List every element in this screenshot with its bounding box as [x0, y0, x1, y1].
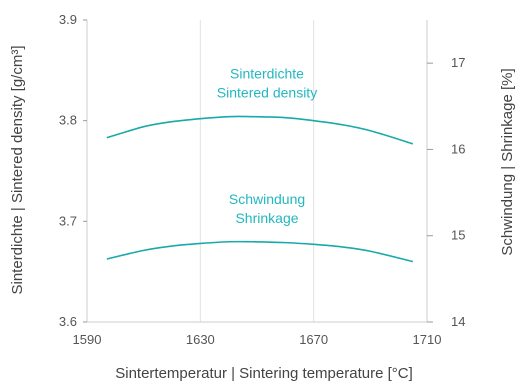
x-tick-label: 1630	[186, 332, 215, 347]
y-right-tick-label: 17	[451, 55, 465, 70]
y-left-tick-label: 3.6	[59, 314, 77, 329]
x-tick-label: 1670	[299, 332, 328, 347]
series-annotations: Sinterdichte Sintered density Schwindung Sh…	[217, 66, 317, 226]
series-annotation-line: Sinterdichte	[230, 66, 304, 82]
x-axis-label: Sintertemperatur | Sintering temperature…	[115, 365, 413, 382]
grid-lines	[199, 20, 315, 322]
series-lines	[106, 115, 414, 263]
x-tick-label: 1590	[73, 332, 102, 347]
y-right-tick-label: 16	[451, 141, 465, 156]
x-tick-labels: 1590 1630 1670 1710	[73, 332, 442, 347]
x-tick-label: 1710	[413, 332, 442, 347]
y-left-tick-label: 3.9	[59, 12, 77, 27]
y-left-axis-label: Sinterdichte | Sintered density [g/cm³]	[9, 45, 26, 294]
y-right-tick-label: 14	[451, 314, 465, 329]
y-right-tick-label: 15	[451, 228, 465, 243]
y-right-tick-labels: 14 15 16 17	[427, 55, 465, 329]
sintered-density-line	[106, 115, 414, 145]
axes	[86, 20, 428, 323]
series-annotation-line: Schwindung	[229, 191, 305, 207]
y-left-tick-labels: 3.6 3.7 3.8 3.9	[59, 12, 87, 329]
series-annotation-line: Sintered density	[217, 85, 317, 101]
y-left-tick-label: 3.8	[59, 113, 77, 128]
y-left-tick-label: 3.7	[59, 213, 77, 228]
series-annotation-line: Shrinkage	[235, 210, 298, 226]
shrinkage-line	[106, 240, 414, 263]
y-right-axis-label: Schwindung | Shrinkage [%]	[499, 68, 516, 255]
